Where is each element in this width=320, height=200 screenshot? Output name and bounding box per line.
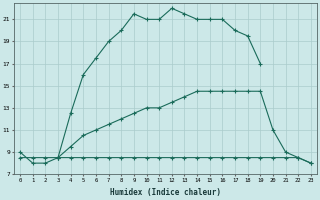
X-axis label: Humidex (Indice chaleur): Humidex (Indice chaleur) xyxy=(110,188,221,197)
